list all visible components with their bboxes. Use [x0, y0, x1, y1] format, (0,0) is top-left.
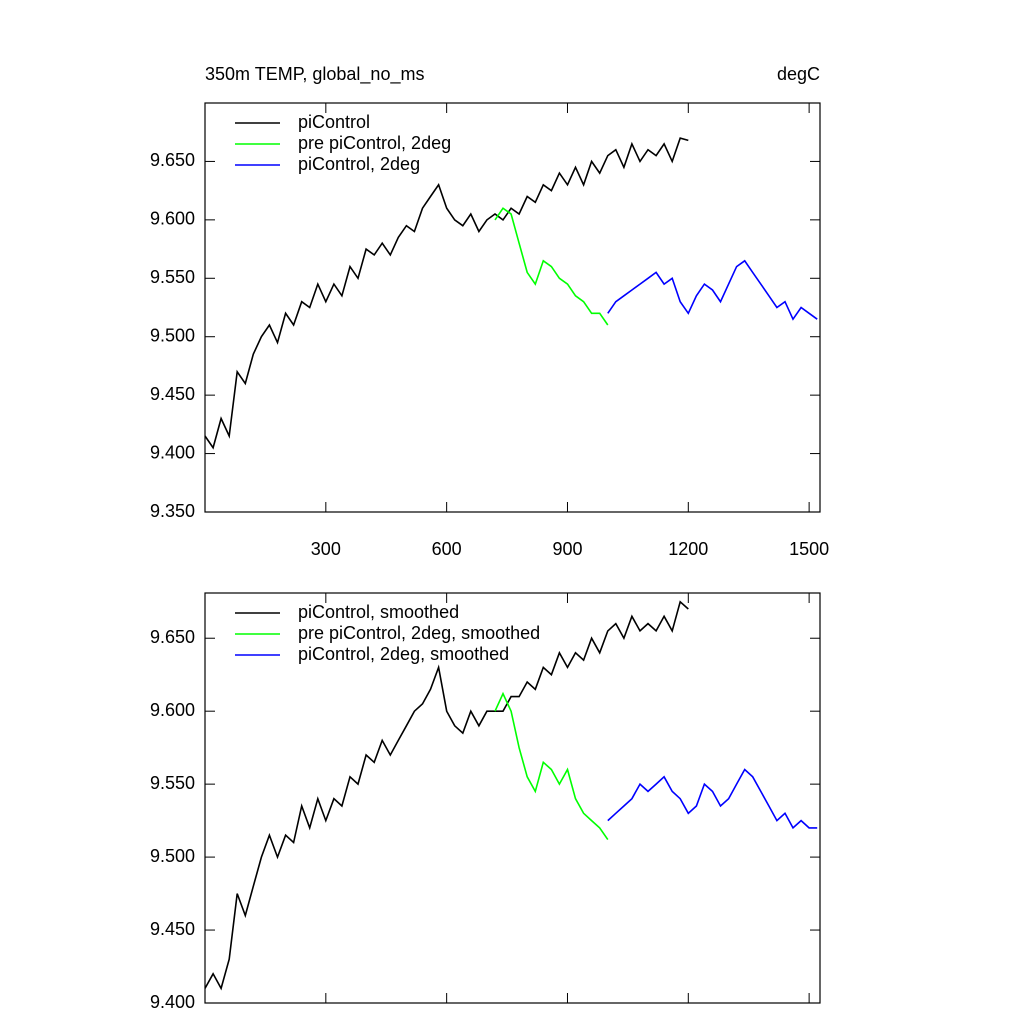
y-tick-label: 9.650	[150, 627, 195, 647]
legend-label: pre piControl, 2deg	[298, 133, 451, 153]
chart-title: 350m TEMP, global_no_ms	[205, 64, 424, 85]
series-line	[607, 768, 818, 830]
y-tick-label: 9.550	[150, 773, 195, 793]
x-tick-label: 1500	[789, 539, 829, 559]
plot-frame	[204, 592, 821, 1004]
x-tick-label: 600	[432, 539, 462, 559]
x-tick-label: 1200	[668, 539, 708, 559]
y-tick-label: 9.550	[150, 267, 195, 287]
series-line	[204, 137, 689, 450]
units-label: degC	[777, 64, 820, 84]
x-tick-label: 300	[311, 539, 341, 559]
y-tick-label: 9.650	[150, 150, 195, 170]
series-line	[494, 207, 609, 326]
y-tick-label: 9.450	[150, 384, 195, 404]
legend-label: piControl	[298, 112, 370, 132]
series-line	[204, 600, 689, 991]
y-tick-label: 9.350	[150, 501, 195, 521]
legend-label: pre piControl, 2deg, smoothed	[298, 623, 540, 643]
y-tick-label: 9.400	[150, 442, 195, 462]
y-tick-label: 9.400	[150, 992, 195, 1012]
plot-frame	[204, 102, 821, 513]
y-tick-label: 9.500	[150, 846, 195, 866]
x-tick-label: 900	[552, 539, 582, 559]
y-tick-label: 9.500	[150, 325, 195, 345]
legend-label: piControl, 2deg, smoothed	[298, 644, 509, 664]
series-line	[607, 259, 818, 321]
legend-label: piControl, 2deg	[298, 154, 420, 174]
legend-label: piControl, smoothed	[298, 602, 459, 622]
series-line	[494, 691, 609, 841]
y-tick-label: 9.600	[150, 209, 195, 229]
y-tick-label: 9.600	[150, 700, 195, 720]
y-tick-label: 9.450	[150, 919, 195, 939]
